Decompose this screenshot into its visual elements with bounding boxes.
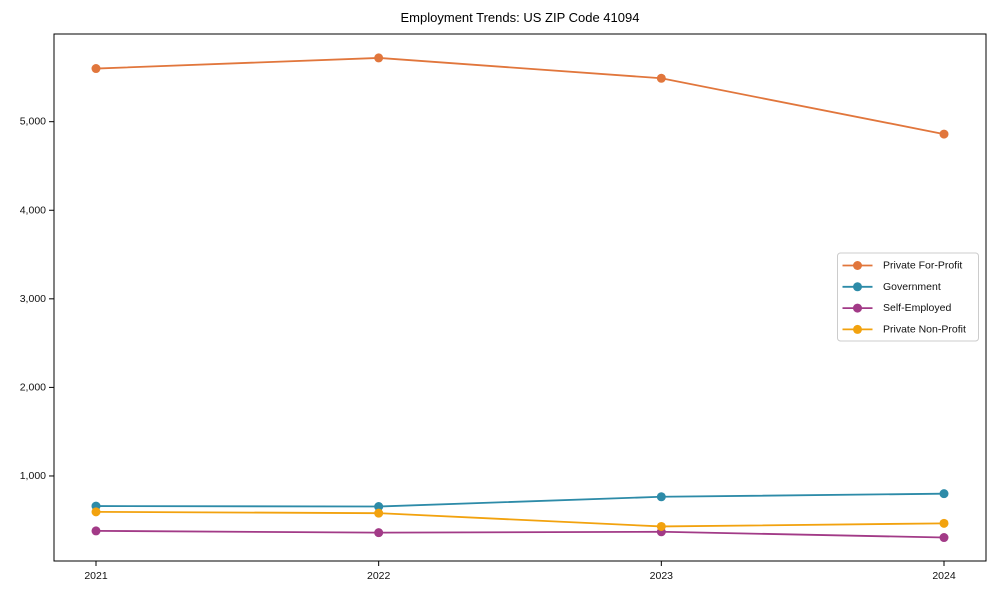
legend-label: Self-Employed <box>883 302 951 314</box>
y-axis-tick-label: 5,000 <box>20 116 46 128</box>
data-point-marker <box>656 492 666 502</box>
data-point-marker <box>91 526 101 536</box>
series-line <box>95 529 945 539</box>
y-axis-tick-label: 1,000 <box>20 470 46 482</box>
legend-label: Government <box>883 281 941 293</box>
y-axis-tick-label: 4,000 <box>20 204 46 216</box>
data-point-marker <box>656 521 666 531</box>
legend-box <box>837 252 979 342</box>
x-axis-tick-label: 2024 <box>932 570 956 582</box>
x-axis-tick-label: 2021 <box>84 570 108 582</box>
series-line <box>95 510 945 528</box>
series-line <box>95 492 945 508</box>
series-government <box>91 489 949 512</box>
legend-label: Private Non-Profit <box>883 323 966 335</box>
data-point-marker <box>374 53 384 63</box>
legend-marker <box>853 261 862 270</box>
data-point-marker <box>374 528 384 538</box>
data-point-marker <box>374 508 384 518</box>
y-axis-tick-label: 3,000 <box>20 293 46 305</box>
data-point-marker <box>939 489 949 499</box>
data-point-marker <box>91 64 101 74</box>
legend-marker <box>853 324 862 334</box>
x-axis-tick-label: 2023 <box>650 570 674 582</box>
series-private-for-profit <box>91 53 949 139</box>
data-point-marker <box>939 533 949 543</box>
data-point-marker <box>91 507 101 517</box>
y-axis-tick-label: 2,000 <box>20 381 46 393</box>
plot-area: 1,000 2,000 3,000 4,000 5,000 2021 2022 2023 202… <box>20 33 987 582</box>
plot-frame <box>53 33 987 562</box>
data-point-marker <box>939 129 949 139</box>
x-axis-tick-label: 2022 <box>367 570 391 582</box>
data-point-marker <box>939 518 949 528</box>
series-private-non-profit <box>91 507 949 531</box>
chart-title: Employment Trends: US ZIP Code 41094 <box>401 10 640 25</box>
series-self-employed <box>91 526 949 543</box>
series-line <box>95 57 945 135</box>
legend: Private For-Profit Government Self-Employe… <box>837 252 979 342</box>
legend-marker <box>853 303 862 313</box>
legend-marker <box>853 282 862 292</box>
legend-label: Private For-Profit <box>883 260 962 272</box>
data-point-marker <box>374 502 384 512</box>
data-point-marker <box>656 73 666 83</box>
